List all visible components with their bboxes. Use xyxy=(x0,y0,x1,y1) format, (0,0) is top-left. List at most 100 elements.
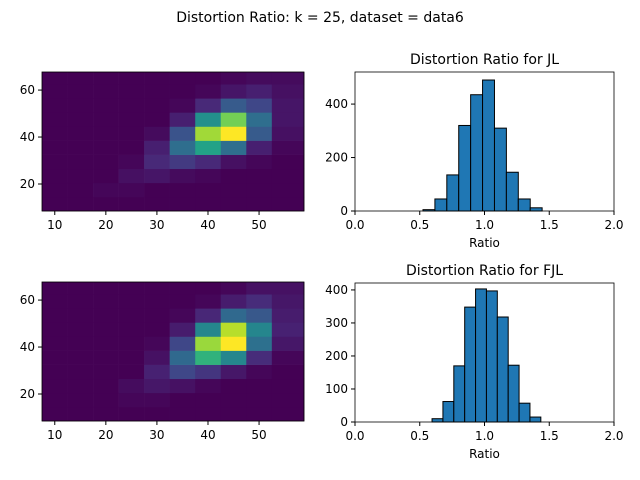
bar xyxy=(431,418,444,423)
heatmap-cell xyxy=(93,336,119,351)
y-tick-label: 0 xyxy=(340,204,348,218)
heatmap-cell xyxy=(118,350,145,365)
x-tick-label: 2.0 xyxy=(604,218,623,232)
heatmap-cell xyxy=(67,140,94,155)
heatmap-cell xyxy=(271,154,305,170)
heatmap-cell xyxy=(271,168,305,184)
heatmap-cell xyxy=(118,72,145,85)
heatmap-cell xyxy=(118,196,145,212)
heatmap-cell xyxy=(67,154,94,170)
heatmap-cell xyxy=(118,336,145,351)
heatmap-cell xyxy=(195,98,222,113)
heatmap-cell xyxy=(271,350,305,365)
heatmap-cell xyxy=(195,112,222,127)
axes-frame xyxy=(41,71,305,212)
heatmap-cell xyxy=(195,168,222,184)
heatmap-cell xyxy=(220,72,247,85)
heatmap-cell xyxy=(195,392,222,408)
heatmap-cell xyxy=(195,282,222,295)
bar xyxy=(507,364,520,423)
bar xyxy=(485,290,498,423)
heatmap-cell xyxy=(118,98,145,113)
heatmap-cell xyxy=(118,168,145,184)
heatmap-cell xyxy=(118,406,145,422)
x-tick-label: 1.5 xyxy=(540,218,559,232)
heatmap-cell xyxy=(169,294,196,309)
heatmap-cell xyxy=(67,112,94,127)
heatmap-cell xyxy=(67,322,94,337)
heatmap-cell xyxy=(169,84,196,99)
heatmap-cell xyxy=(118,182,145,198)
heatmap-cell xyxy=(220,168,247,184)
heatmap-cell xyxy=(144,378,170,394)
x-tick-label: 0.5 xyxy=(410,218,429,232)
heatmap-cell xyxy=(169,392,196,408)
heatmap-cell xyxy=(195,336,222,351)
heatmap-cell xyxy=(195,84,222,99)
heatmap-cell xyxy=(220,308,247,323)
heatmap-cell xyxy=(220,392,247,408)
heatmap-cell xyxy=(118,294,145,309)
heatmap-cell xyxy=(144,406,170,422)
x-tick-label: 0.5 xyxy=(410,429,429,443)
heatmap-cell xyxy=(144,350,170,365)
x-tick-label: 50 xyxy=(251,428,266,442)
heatmap-cell xyxy=(93,294,119,309)
heatmap-cell xyxy=(93,168,119,184)
heatmap-cell xyxy=(220,98,247,113)
heatmap-cell xyxy=(169,378,196,394)
heatmap-cell xyxy=(169,196,196,212)
x-tick-label: 40 xyxy=(200,218,215,232)
x-tick-label: 2.0 xyxy=(604,429,623,443)
heatmap-cell xyxy=(246,196,273,212)
bar xyxy=(529,207,543,212)
heatmap-cell xyxy=(246,322,273,337)
heatmap-cell xyxy=(246,84,273,99)
heatmap-cell xyxy=(169,98,196,113)
heatmap-cell xyxy=(169,406,196,422)
heatmap-cell xyxy=(67,378,94,394)
heatmap-cell xyxy=(220,126,247,141)
heatmap-cell xyxy=(42,84,68,99)
x-tick-label: 0.0 xyxy=(345,429,364,443)
heatmap-cell xyxy=(93,154,119,170)
bar xyxy=(464,306,477,423)
heatmap-cell xyxy=(42,126,68,141)
heatmap-cell xyxy=(195,154,222,170)
heatmap-cell xyxy=(93,182,119,198)
heatmap-cell xyxy=(67,350,94,365)
heatmap-cell xyxy=(220,112,247,127)
heatmap-cell xyxy=(42,392,68,408)
x-tick-label: 30 xyxy=(149,218,164,232)
y-tick-label: 400 xyxy=(325,283,348,297)
heatmap-cell xyxy=(271,112,305,127)
heatmap-cell xyxy=(169,168,196,184)
heatmap-cell xyxy=(67,336,94,351)
y-tick-label: 200 xyxy=(325,151,348,165)
heatmap-cell xyxy=(118,364,145,380)
heatmap-cell xyxy=(42,364,68,380)
heatmap-cell xyxy=(169,112,196,127)
heatmap-cell xyxy=(42,182,68,198)
bar xyxy=(434,198,448,212)
heatmap-cell xyxy=(42,294,68,309)
axes-frame xyxy=(41,281,305,422)
heatmap-cell xyxy=(67,364,94,380)
bar xyxy=(482,79,495,212)
heatmap-cell xyxy=(195,140,222,155)
heatmap-cell xyxy=(67,392,94,408)
heatmap-cell xyxy=(118,84,145,99)
heatmap-cell xyxy=(169,350,196,365)
heatmap-cell xyxy=(220,84,247,99)
x-tick-label: 30 xyxy=(149,428,164,442)
heatmap-cell xyxy=(93,84,119,99)
heatmap-cell xyxy=(144,154,170,170)
x-tick-label: 40 xyxy=(200,428,215,442)
heatmap-cell xyxy=(220,294,247,309)
heatmap-cell xyxy=(246,98,273,113)
heatmap-cell xyxy=(246,112,273,127)
heatmap-cell xyxy=(144,364,170,380)
heatmap-cell xyxy=(246,72,273,85)
heatmap-cell xyxy=(246,392,273,408)
